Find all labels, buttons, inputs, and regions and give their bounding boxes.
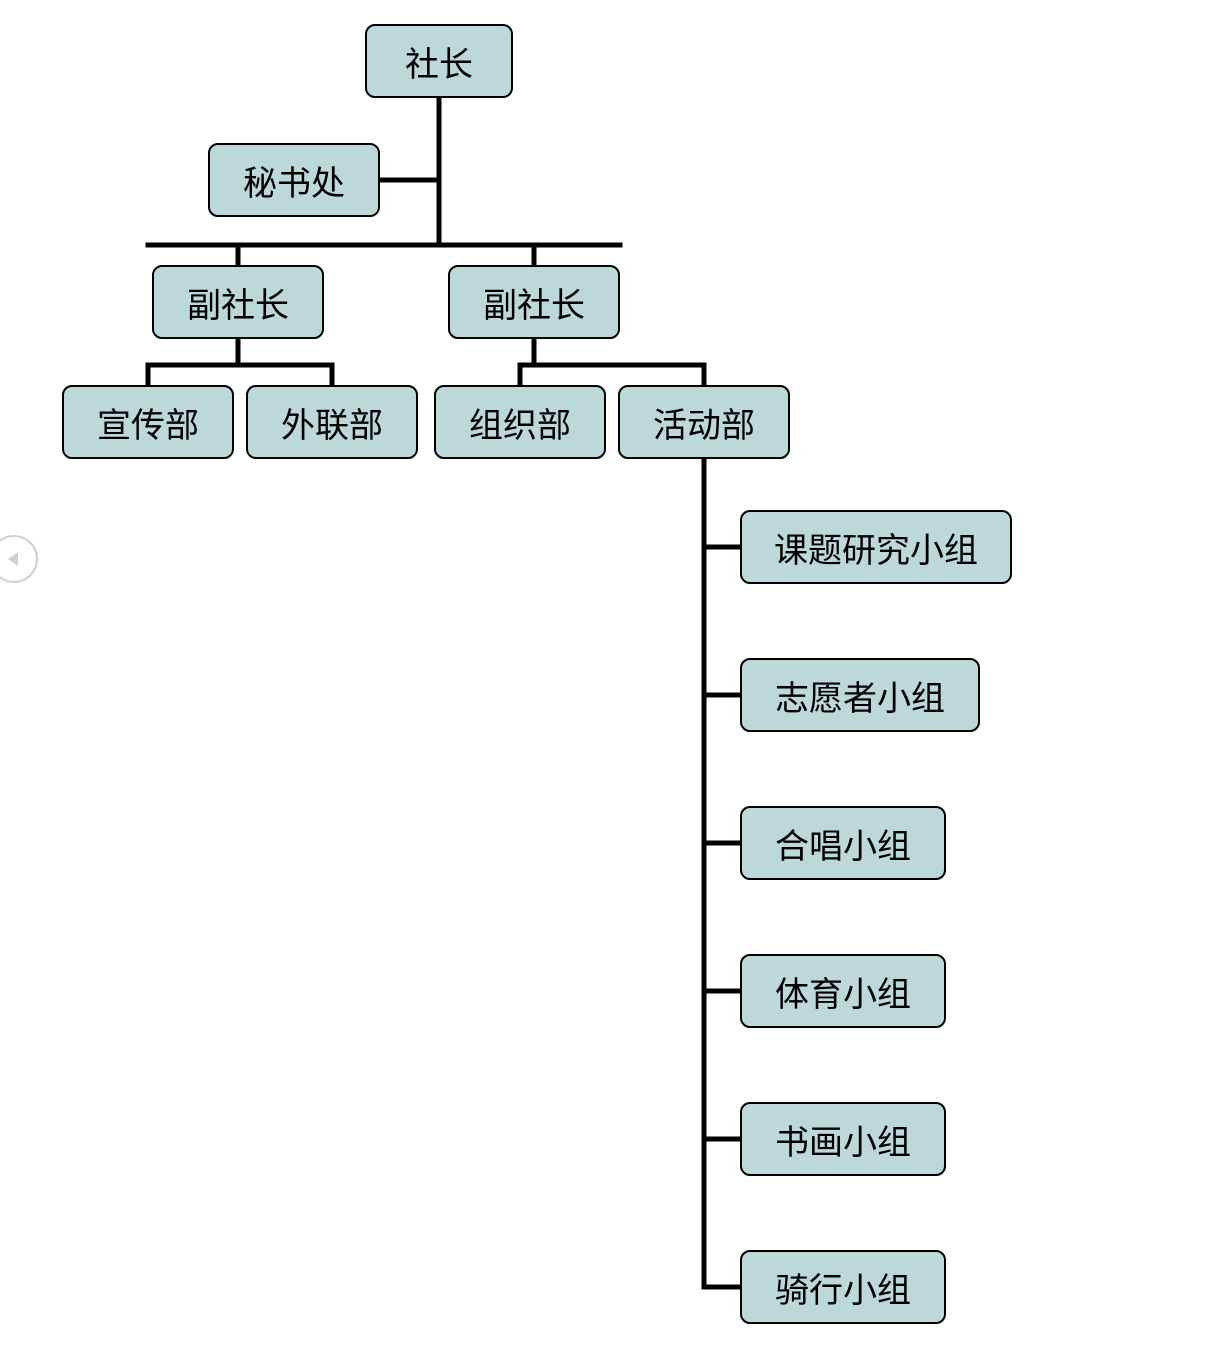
node-dept-activity: 活动部 (618, 385, 790, 459)
node-label: 书画小组 (775, 1115, 911, 1164)
node-label: 组织部 (469, 398, 571, 447)
node-vice-president-2: 副社长 (448, 265, 620, 339)
prev-slide-button[interactable] (0, 535, 38, 583)
edge-layer (0, 0, 1223, 1358)
node-label: 社长 (405, 37, 473, 86)
node-label: 课题研究小组 (774, 523, 978, 572)
node-dept-liaison: 外联部 (246, 385, 418, 459)
node-label: 活动部 (653, 398, 755, 447)
org-chart-canvas: 社长 秘书处 副社长 副社长 宣传部 外联部 组织部 活动部 课题研究小组 志愿… (0, 0, 1223, 1358)
node-label: 合唱小组 (775, 819, 911, 868)
node-group-choir: 合唱小组 (740, 806, 946, 880)
node-group-cycling: 骑行小组 (740, 1250, 946, 1324)
node-label: 副社长 (483, 278, 585, 327)
node-president: 社长 (365, 24, 513, 98)
node-dept-org: 组织部 (434, 385, 606, 459)
node-label: 副社长 (187, 278, 289, 327)
node-group-volunteer: 志愿者小组 (740, 658, 980, 732)
node-secretariat: 秘书处 (208, 143, 380, 217)
node-label: 宣传部 (97, 398, 199, 447)
triangle-left-icon (5, 550, 23, 568)
node-group-research: 课题研究小组 (740, 510, 1012, 584)
node-vice-president-1: 副社长 (152, 265, 324, 339)
node-dept-publicity: 宣传部 (62, 385, 234, 459)
node-label: 外联部 (281, 398, 383, 447)
node-group-art: 书画小组 (740, 1102, 946, 1176)
node-label: 秘书处 (243, 156, 345, 205)
node-label: 志愿者小组 (775, 671, 945, 720)
node-label: 骑行小组 (775, 1263, 911, 1312)
node-group-sports: 体育小组 (740, 954, 946, 1028)
node-label: 体育小组 (775, 967, 911, 1016)
